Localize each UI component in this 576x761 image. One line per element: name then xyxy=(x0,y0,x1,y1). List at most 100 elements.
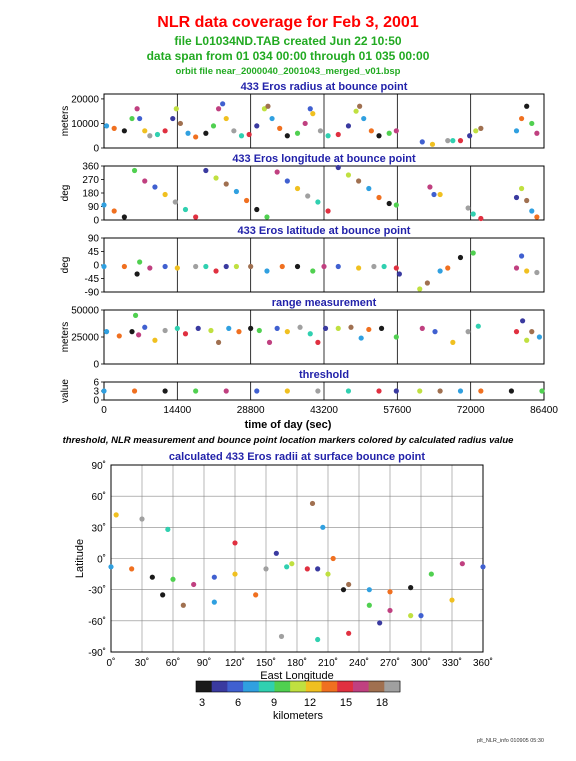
data-point xyxy=(215,339,222,345)
colorbar-swatch xyxy=(384,681,401,692)
data-point xyxy=(279,263,285,270)
panel-title: 433 Eros radius at bounce point xyxy=(241,81,408,93)
bounce-point xyxy=(387,589,393,595)
data-point xyxy=(236,329,242,335)
data-point xyxy=(437,268,443,274)
data-point xyxy=(381,263,387,270)
data-point xyxy=(335,164,341,171)
y-tick-label: 0 xyxy=(93,396,99,407)
lon-tick-label: 330˚ xyxy=(442,657,462,669)
data-point xyxy=(264,268,270,274)
bounce-point xyxy=(289,561,295,567)
bounce-point xyxy=(366,602,372,608)
data-point xyxy=(103,123,110,129)
data-point xyxy=(203,167,209,174)
y-tick-label: -45 xyxy=(85,274,100,285)
lon-tick-label: 120˚ xyxy=(225,657,245,669)
bounce-point xyxy=(449,597,455,603)
data-point xyxy=(518,253,525,259)
bounce-point xyxy=(180,602,186,608)
data-point xyxy=(131,167,138,174)
data-point xyxy=(307,331,313,337)
data-point xyxy=(335,263,341,270)
data-point xyxy=(457,388,464,394)
data-point xyxy=(361,115,367,122)
data-point xyxy=(170,115,176,122)
data-point xyxy=(356,178,362,184)
panel-title: 433 Eros latitude at bounce point xyxy=(238,225,411,237)
data-point xyxy=(238,133,245,139)
map-title: calculated 433 Eros radii at surface bou… xyxy=(169,451,425,463)
data-point xyxy=(470,250,476,256)
bounce-point xyxy=(263,566,269,572)
lat-tick-label: -90˚ xyxy=(88,647,106,659)
colorbar-swatch xyxy=(305,681,323,692)
colorbar-swatch xyxy=(290,681,307,692)
data-point xyxy=(345,388,352,394)
colorbar-tick-label: 3 xyxy=(199,697,205,709)
colorbar-tick-label: 6 xyxy=(235,697,241,709)
bounce-point xyxy=(459,561,465,567)
bounce-point xyxy=(366,587,372,593)
lon-tick-label: 30˚ xyxy=(135,657,149,669)
footer-stamp: plt_NLR_info 010905 05:30 xyxy=(477,738,544,744)
data-point xyxy=(256,327,262,334)
data-point xyxy=(142,128,148,134)
data-point xyxy=(513,128,520,134)
bounce-point xyxy=(160,592,166,598)
time-tick-label: 57600 xyxy=(383,405,411,416)
panel-title: range measurement xyxy=(272,297,377,309)
data-point xyxy=(529,120,535,127)
data-point xyxy=(429,141,436,147)
data-point xyxy=(478,388,484,394)
data-point xyxy=(134,106,140,112)
y-tick-label: 270 xyxy=(82,175,99,186)
data-point xyxy=(317,128,324,134)
data-point xyxy=(121,128,127,134)
data-point xyxy=(154,131,161,138)
bounce-point xyxy=(320,524,326,530)
lat-tick-label: 60˚ xyxy=(92,491,106,503)
data-point xyxy=(152,337,158,343)
data-point xyxy=(437,388,443,394)
lon-tick-label: 360˚ xyxy=(473,657,493,669)
data-point xyxy=(131,388,138,394)
y-tick-label: 0 xyxy=(93,360,99,371)
bounce-point xyxy=(387,607,393,614)
bounce-point xyxy=(346,581,352,588)
panel-1: 433 Eros longitude at bounce point 0 90 180… xyxy=(60,153,545,227)
data-point xyxy=(213,268,219,274)
data-point xyxy=(445,265,451,271)
map-x-axis-label: East Longitude xyxy=(260,670,333,682)
data-point xyxy=(534,269,540,276)
data-point xyxy=(386,130,392,136)
data-point xyxy=(137,115,143,122)
bounce-point xyxy=(165,526,171,533)
data-point xyxy=(393,128,399,134)
lon-tick-label: 0˚ xyxy=(107,657,116,669)
colorbar-tick-label: 18 xyxy=(376,697,388,709)
data-point xyxy=(470,211,476,217)
data-point xyxy=(294,185,301,192)
data-point xyxy=(142,178,148,184)
data-point xyxy=(294,130,301,136)
bounce-point xyxy=(346,630,352,636)
data-point xyxy=(315,199,321,205)
colorbar-swatch xyxy=(243,681,260,692)
data-point xyxy=(534,130,540,136)
lon-tick-label: 300˚ xyxy=(411,657,431,669)
lon-tick-label: 150˚ xyxy=(256,657,276,669)
lon-tick-label: 210˚ xyxy=(318,657,338,669)
data-point xyxy=(376,133,382,139)
y-tick-label: 10000 xyxy=(71,119,99,130)
data-point xyxy=(368,128,374,134)
colorbar-tick-label: 9 xyxy=(271,697,277,709)
data-point xyxy=(358,335,364,341)
bounce-point xyxy=(408,584,414,591)
data-point xyxy=(386,200,392,207)
y-tick-label: 6 xyxy=(93,378,99,389)
lat-tick-label: 90˚ xyxy=(92,460,106,472)
data-point xyxy=(335,325,341,331)
data-point xyxy=(450,138,456,144)
bounce-point xyxy=(408,613,414,619)
